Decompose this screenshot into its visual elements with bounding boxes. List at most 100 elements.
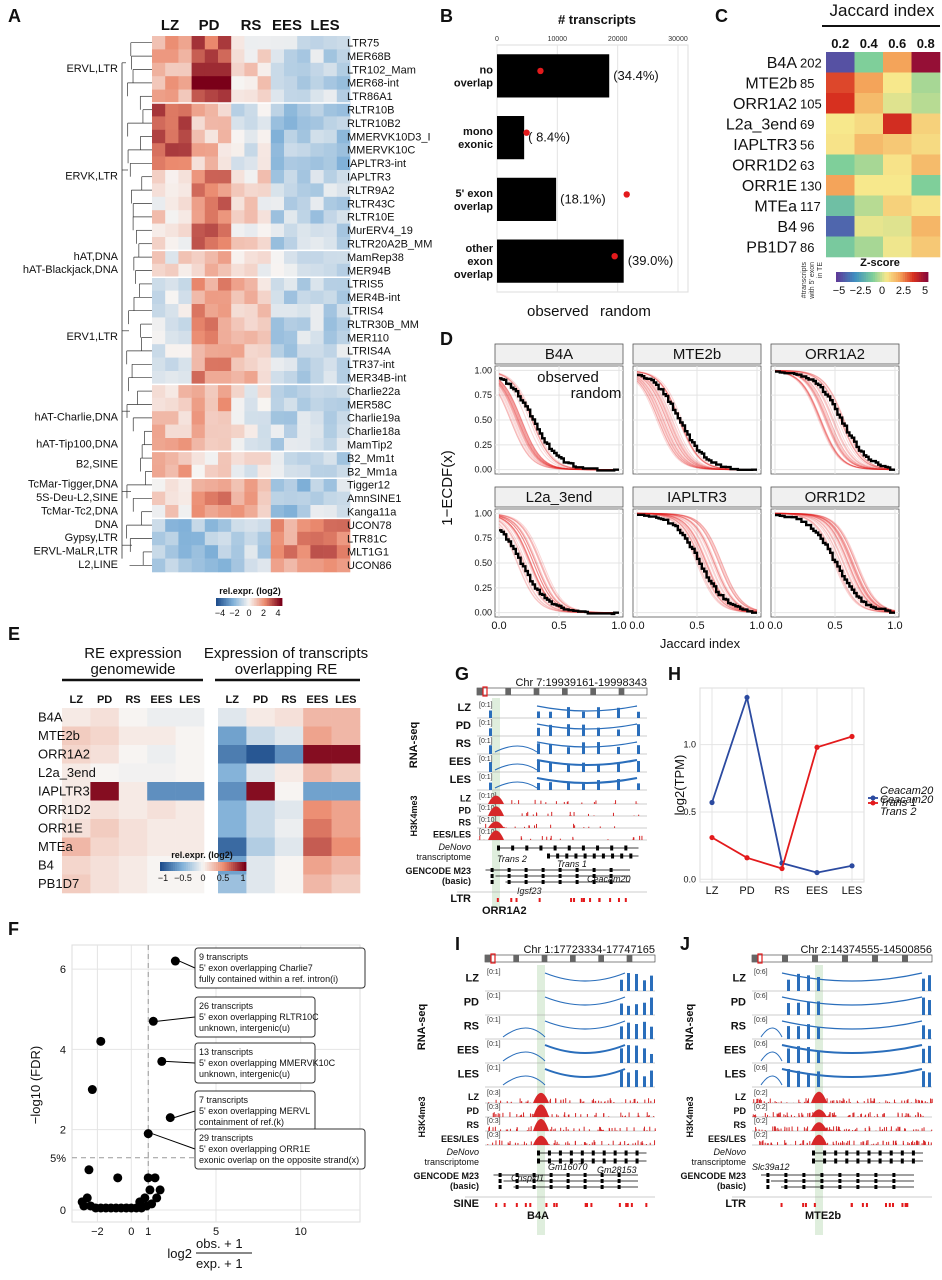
legend-gradient-step bbox=[895, 272, 899, 282]
chip-signal bbox=[868, 1126, 870, 1131]
heatmap-cell bbox=[270, 411, 285, 425]
chip-signal bbox=[776, 1102, 778, 1103]
panel-e-row-label: MTE2b bbox=[38, 728, 80, 743]
heatmap-cell bbox=[152, 277, 166, 291]
chip-signal bbox=[905, 1113, 907, 1117]
heatmap-cell bbox=[323, 263, 338, 278]
panel-e-left-cell bbox=[118, 874, 148, 894]
panel-e-right-cell bbox=[274, 837, 304, 857]
rnaseq-coverage bbox=[797, 1002, 800, 1015]
splice-junction-arc bbox=[544, 1044, 626, 1054]
heatmap-cell bbox=[323, 49, 338, 64]
chip-signal bbox=[593, 1101, 595, 1103]
chip-signal bbox=[830, 1100, 832, 1103]
legend-gradient-step bbox=[891, 272, 894, 282]
panel-e-cells bbox=[62, 708, 361, 894]
transcript-exon bbox=[592, 853, 596, 859]
panel-h-point bbox=[814, 744, 820, 750]
chip-signal bbox=[883, 1113, 885, 1117]
heatmap-cell bbox=[152, 304, 166, 318]
heatmap-row-label: LTRIS5 bbox=[347, 279, 383, 291]
chip-signal bbox=[907, 1098, 909, 1103]
panel-e-right-cell bbox=[331, 726, 361, 746]
chip-signal bbox=[767, 1101, 769, 1103]
heatmap-cell bbox=[244, 424, 258, 439]
heatmap-cell bbox=[257, 304, 272, 318]
heatmap-group-label: DNA bbox=[95, 519, 119, 531]
panel-h-point bbox=[709, 799, 715, 806]
legend-gradient-step bbox=[196, 862, 200, 871]
splice-junction-arc bbox=[502, 1051, 546, 1062]
heatmap-cell bbox=[191, 531, 206, 546]
heatmap-cell bbox=[336, 451, 351, 466]
heatmap-cell bbox=[191, 357, 206, 372]
chip-signal bbox=[917, 1129, 919, 1131]
chip-signal bbox=[917, 1140, 919, 1145]
rnaseq-coverage bbox=[643, 1048, 646, 1063]
heatmap-cell bbox=[323, 330, 338, 345]
chip-signal bbox=[801, 1112, 803, 1117]
heatmap-cell bbox=[284, 223, 298, 238]
chip-signal bbox=[827, 1142, 829, 1145]
chip-signal bbox=[548, 1144, 550, 1145]
heatmap-row-label: MER34B-int bbox=[347, 373, 406, 385]
chip-track-label: LZ bbox=[468, 1092, 479, 1102]
chip-signal bbox=[528, 825, 530, 828]
heatmap-row-label: MER68-int bbox=[347, 78, 399, 90]
heatmap-cell bbox=[284, 317, 298, 332]
panel-e-right-cell bbox=[331, 708, 361, 727]
panel-b-bar-chart: # transcripts 0 10000 20000 30000 (34.4%)no… bbox=[454, 12, 689, 320]
heatmap-cell bbox=[270, 36, 285, 50]
panel-e-left-cell bbox=[90, 856, 120, 875]
chip-signal bbox=[558, 1143, 560, 1145]
legend-gradient-step bbox=[260, 598, 263, 606]
heatmap-cell bbox=[165, 237, 179, 251]
chip-signal bbox=[574, 1141, 576, 1145]
transcript-exon bbox=[596, 845, 600, 851]
panel-e-left-stage-header: RS bbox=[125, 694, 140, 706]
heatmap-cell bbox=[152, 196, 166, 211]
rnaseq-coverage bbox=[922, 978, 925, 991]
random-ecdf-curve bbox=[636, 512, 758, 611]
transcript-exon bbox=[553, 845, 557, 851]
chip-signal bbox=[583, 1142, 585, 1145]
rnaseq-coverage bbox=[489, 762, 492, 772]
rnaseq-coverage bbox=[567, 707, 570, 718]
heatmap-cell bbox=[178, 116, 192, 131]
chip-signal bbox=[760, 1100, 762, 1103]
panel-c-row-count: 69 bbox=[800, 117, 814, 132]
chip-signal bbox=[829, 1127, 831, 1131]
heatmap-cell bbox=[284, 478, 298, 492]
facet-y-tick-label: 0.00 bbox=[474, 608, 492, 618]
chip-signal bbox=[556, 1141, 558, 1145]
legend-tick-label: 2 bbox=[261, 608, 266, 618]
heatmap-cell bbox=[178, 317, 192, 332]
heatmap-cell bbox=[191, 384, 206, 399]
legend-gradient-step bbox=[183, 862, 187, 871]
heatmap-cell bbox=[297, 156, 311, 171]
chip-signal bbox=[801, 1115, 803, 1117]
heatmap-cell bbox=[336, 290, 351, 305]
chip-signal bbox=[895, 1128, 897, 1131]
legend-gradient-step bbox=[247, 598, 250, 606]
heatmap-cell bbox=[270, 451, 285, 466]
heatmap-cell bbox=[191, 411, 206, 425]
heatmap-cell bbox=[244, 411, 258, 425]
facet-y-tick-label: 0.00 bbox=[474, 465, 492, 475]
chip-signal bbox=[780, 1128, 782, 1131]
chip-signal bbox=[911, 1142, 913, 1145]
panel-e-left-cell bbox=[175, 708, 205, 727]
rnaseq-coverage bbox=[537, 760, 540, 772]
gene-exon bbox=[802, 1173, 806, 1177]
heatmap-cell bbox=[323, 438, 338, 452]
chip-signal bbox=[625, 1099, 627, 1103]
heatmap-cell bbox=[270, 49, 285, 64]
legend-gradient-step bbox=[200, 862, 204, 871]
heatmap-cell bbox=[297, 290, 311, 305]
facet-x-tick-label: 1.0 bbox=[611, 620, 626, 632]
chip-signal bbox=[838, 1142, 840, 1145]
panel-c-cell bbox=[826, 93, 855, 114]
heatmap-cell bbox=[244, 210, 258, 224]
panel-e-left-cell bbox=[147, 782, 176, 801]
